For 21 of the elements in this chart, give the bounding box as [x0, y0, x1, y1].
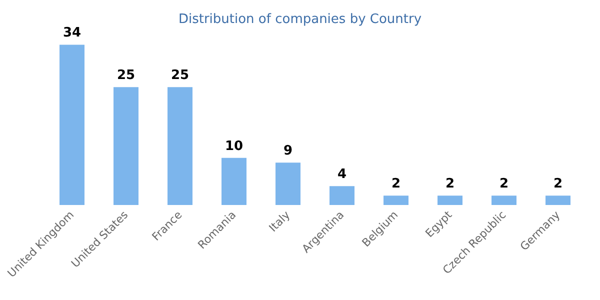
bar: [168, 87, 192, 205]
bar: [60, 44, 84, 205]
data-label: 2: [391, 176, 401, 192]
data-label: 4: [337, 167, 347, 182]
data-label: 25: [116, 68, 136, 84]
data-label: 34: [62, 26, 82, 41]
data-label: 25: [170, 68, 190, 84]
bar: [384, 196, 408, 205]
bar: [438, 196, 462, 205]
bar: [546, 196, 570, 205]
data-label: 9: [283, 144, 293, 159]
data-label: 2: [499, 176, 509, 192]
bar: [114, 87, 138, 205]
bar: [276, 162, 300, 205]
chart-title: Distribution of companies by Country: [178, 12, 422, 27]
bar: [330, 186, 354, 205]
data-label: 10: [224, 138, 244, 154]
bar: [222, 158, 246, 205]
data-label: 2: [445, 176, 455, 192]
data-label: 2: [553, 176, 563, 192]
bar: [492, 196, 516, 205]
